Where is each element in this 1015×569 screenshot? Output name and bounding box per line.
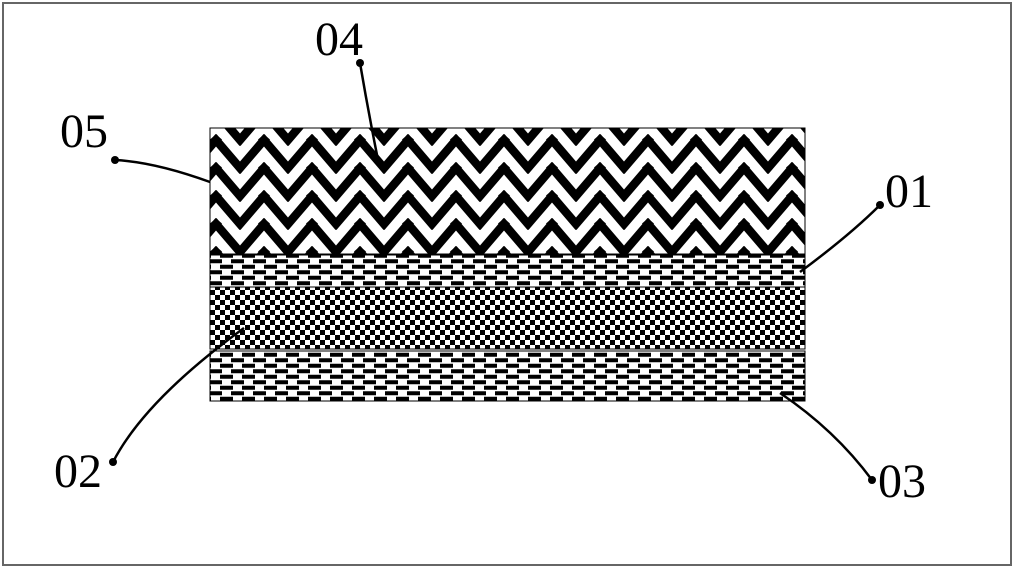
lead05 [115,160,210,182]
lbl04: 04 [315,13,363,66]
lbl01: 01 [885,165,933,218]
layer02 [210,287,805,349]
lbl02: 02 [54,445,102,498]
lead03 [780,393,872,480]
lead02-origin [109,458,117,466]
lead01 [800,205,880,272]
layer03 [210,351,805,401]
lbl05: 05 [60,105,108,158]
layer04 [210,128,805,254]
lead03-origin [868,476,876,484]
lead05-origin [111,156,119,164]
lead01-origin [876,201,884,209]
lbl03: 03 [878,455,926,508]
layer01 [210,255,805,287]
